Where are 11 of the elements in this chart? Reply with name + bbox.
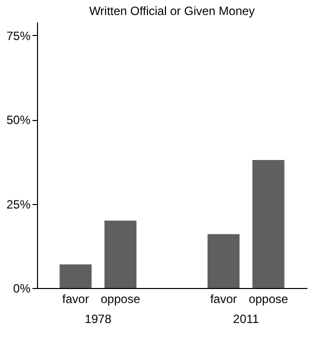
y-tick-label: 50% — [6, 113, 31, 128]
x-tick-label: oppose — [100, 292, 140, 306]
y-tick-label: 75% — [6, 28, 31, 43]
chart-title: Written Official or Given Money — [89, 4, 255, 18]
x-tick-label: favor — [210, 292, 237, 306]
text: 1978 — [84, 312, 112, 326]
text: 2011 — [233, 312, 260, 326]
y-tick-label: 25% — [6, 197, 31, 212]
y-tick-label: 0% — [13, 282, 31, 296]
x-tick-label: oppose — [248, 292, 288, 306]
x-tick-label: favor — [62, 292, 89, 306]
